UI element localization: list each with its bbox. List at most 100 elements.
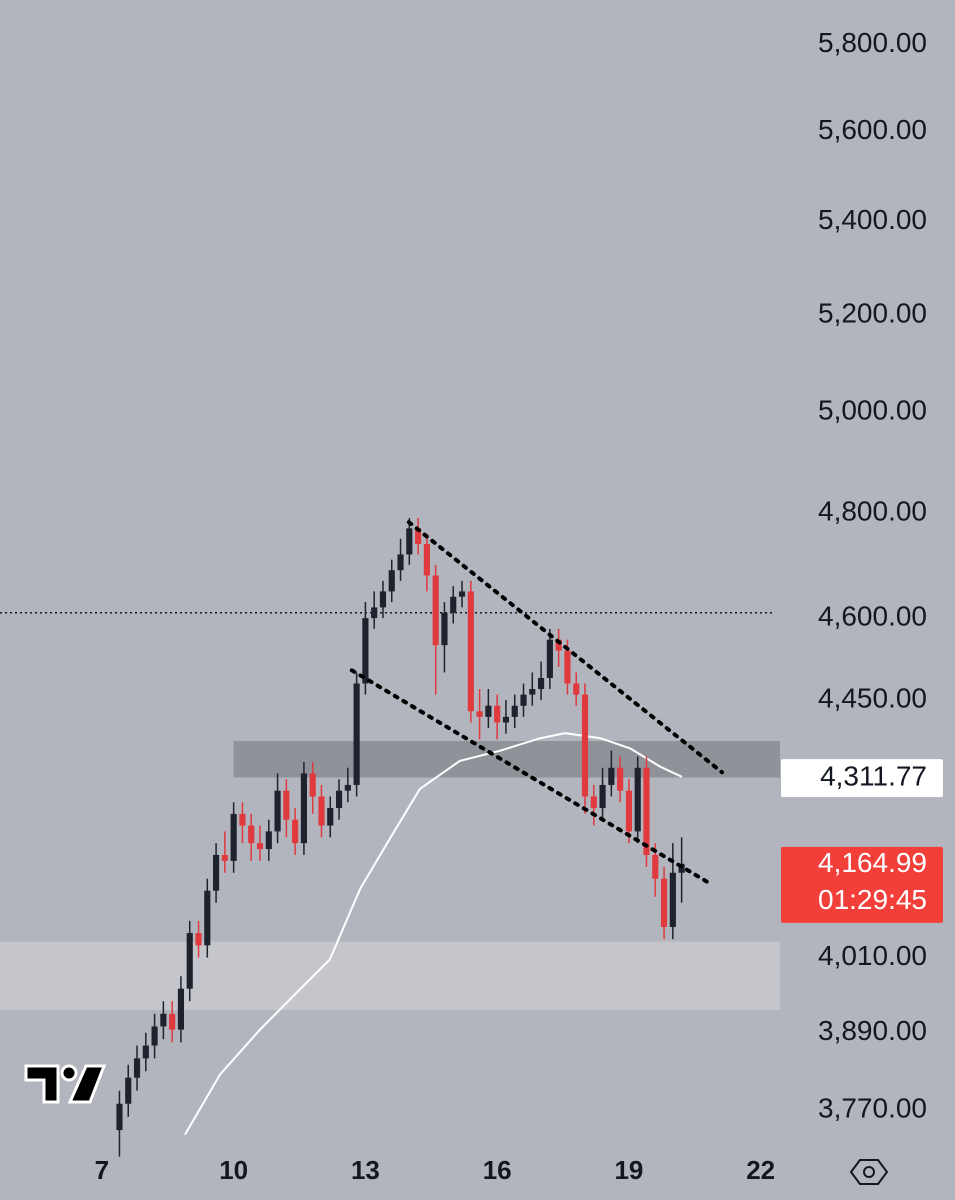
candle-body: [546, 639, 553, 679]
candle-body: [397, 554, 404, 571]
y-tick-label: 3,770.00: [818, 1093, 927, 1124]
candle-body: [177, 988, 185, 1030]
candle-body: [248, 825, 255, 844]
logo-part: [60, 1064, 78, 1082]
candle-body: [608, 767, 615, 785]
y-tick-label: 4,010.00: [818, 940, 927, 971]
y-tick-label: 4,450.00: [818, 683, 927, 714]
y-tick-label: 5,000.00: [818, 394, 927, 425]
zone: [233, 741, 780, 778]
candle-body: [502, 716, 510, 723]
candle-body: [335, 790, 343, 809]
candle-body: [581, 694, 589, 797]
candle-body: [494, 705, 501, 723]
candle-body: [309, 773, 316, 797]
candle-body: [151, 1026, 158, 1046]
candle-body: [353, 683, 360, 785]
candle-body: [406, 528, 413, 555]
x-tick-label: 19: [614, 1155, 643, 1185]
tradingview-logo: [24, 1064, 107, 1104]
price-label-box: [781, 846, 943, 923]
candle-body: [423, 543, 430, 576]
candle-body: [379, 591, 387, 608]
candle-body: [292, 819, 299, 844]
candle-body: [195, 933, 202, 946]
axis: 5,800.00 5,600.00 5,400.00 5,200.00 5,000.00…: [95, 27, 943, 1185]
candle-body: [458, 591, 466, 597]
candle-body: [652, 854, 659, 879]
candle-body: [476, 711, 483, 717]
settings-dot[interactable]: [863, 1166, 875, 1178]
candle-body: [265, 831, 272, 850]
candle-body: [573, 683, 580, 695]
candle-body: [415, 528, 422, 544]
zone: [0, 941, 780, 1011]
countdown: 01:29:45: [818, 884, 927, 915]
candle-body: [221, 854, 228, 861]
candle-body: [511, 705, 518, 717]
candle-body: [344, 784, 351, 791]
price-label-box: [781, 759, 943, 798]
candle-body: [125, 1077, 132, 1104]
candle-body: [634, 767, 641, 832]
candle-body: [142, 1045, 149, 1059]
candle-body: [371, 607, 378, 619]
candle-body: [432, 575, 439, 646]
candle-body: [169, 1013, 176, 1030]
y-tick-label: 3,890.00: [818, 1015, 927, 1046]
candle-body: [467, 591, 474, 712]
logo-part: [67, 1064, 107, 1104]
candle-body: [660, 878, 668, 927]
y-tick-label: 4,800.00: [818, 495, 927, 526]
candle-body: [520, 694, 527, 706]
candle-body: [450, 596, 457, 613]
x-tick-label: 13: [351, 1155, 380, 1185]
y-tick-label: 5,400.00: [818, 204, 927, 235]
candle-body: [239, 813, 246, 826]
candle-body: [564, 650, 571, 684]
price-label: 4,311.77: [820, 761, 927, 792]
zones: [0, 741, 780, 1011]
candle-body: [485, 705, 492, 717]
candle-body: [283, 790, 290, 820]
moving-average: [184, 732, 683, 1136]
candle-body: [327, 808, 334, 826]
candle-body: [256, 843, 264, 850]
candle-body: [274, 790, 281, 832]
settings-icon[interactable]: [849, 1159, 889, 1185]
candle-body: [213, 854, 220, 891]
y-tick-label: 5,600.00: [818, 114, 927, 145]
x-tick-label: 22: [746, 1155, 775, 1185]
candle-body: [160, 1013, 167, 1027]
x-tick-label: 10: [219, 1155, 248, 1185]
trendline: [406, 520, 725, 775]
candle-body: [643, 767, 650, 855]
candle-body: [599, 784, 606, 809]
candle-body: [230, 813, 237, 861]
x-tick-label: 16: [483, 1155, 512, 1185]
y-tick-label: 5,800.00: [818, 27, 927, 58]
candle-body: [204, 890, 211, 946]
candle-body: [678, 863, 685, 873]
y-tick-label: 5,200.00: [818, 297, 927, 328]
candle-body: [669, 872, 676, 927]
settings-hex[interactable]: [849, 1159, 889, 1185]
candle-body: [133, 1058, 141, 1078]
logo-part: [24, 1064, 60, 1104]
candle-body: [300, 773, 307, 844]
candle-body: [186, 933, 193, 989]
price-label: 4,164.99: [818, 847, 927, 878]
candle-body: [617, 767, 624, 791]
candle-body: [441, 612, 448, 646]
candle-body: [590, 796, 597, 809]
candle-body: [625, 790, 632, 832]
candle-body: [555, 639, 562, 651]
trendline: [349, 668, 710, 885]
candle-body: [362, 618, 369, 684]
candle-body: [538, 678, 545, 690]
candle-body: [116, 1103, 123, 1131]
x-tick-label: 7: [95, 1155, 109, 1185]
y-tick-label: 4,600.00: [818, 601, 927, 632]
